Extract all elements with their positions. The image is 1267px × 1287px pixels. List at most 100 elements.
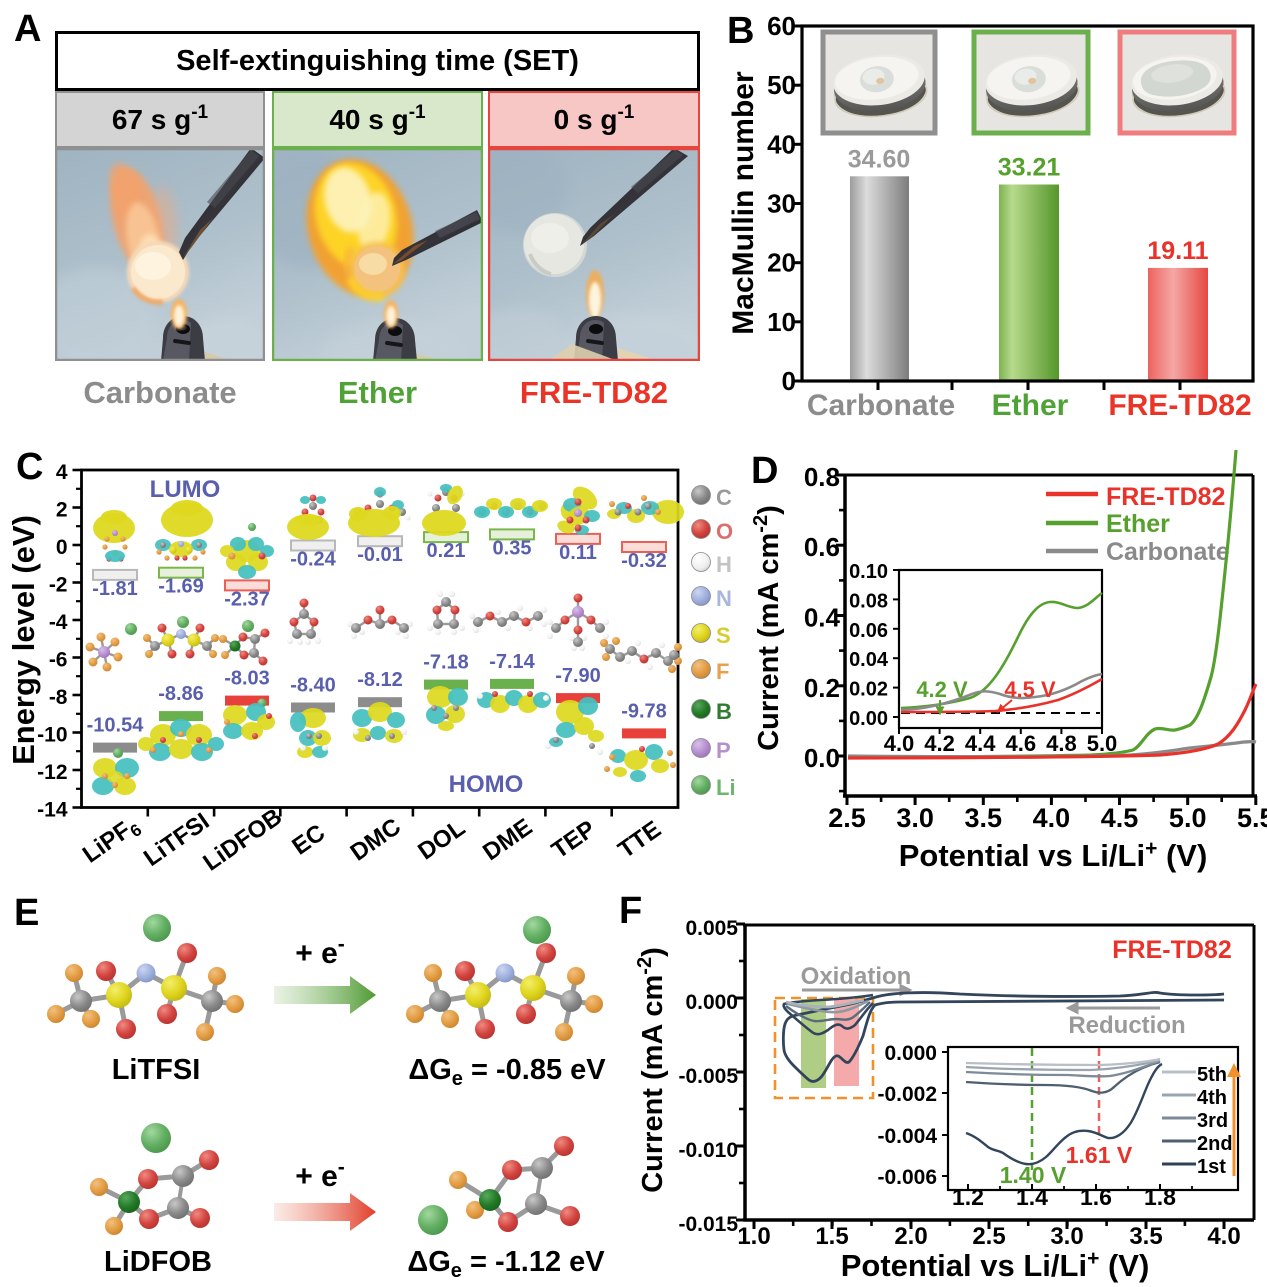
svg-text:3.5: 3.5 xyxy=(965,803,1003,833)
svg-text:P: P xyxy=(716,738,731,763)
svg-text:-0.01: -0.01 xyxy=(357,544,403,566)
svg-text:-0.004: -0.004 xyxy=(877,1125,937,1148)
svg-text:+ e-: + e- xyxy=(295,933,345,970)
svg-text:1.40 V: 1.40 V xyxy=(1000,1162,1067,1188)
svg-text:4.2: 4.2 xyxy=(924,731,955,756)
svg-text:5.0: 5.0 xyxy=(1087,731,1118,756)
svg-text:3.0: 3.0 xyxy=(1050,1223,1083,1250)
svg-text:-0.006: -0.006 xyxy=(877,1166,937,1189)
svg-text:1.6: 1.6 xyxy=(1080,1184,1112,1210)
svg-text:-10.54: -10.54 xyxy=(87,715,145,737)
svg-text:2nd: 2nd xyxy=(1197,1133,1233,1155)
svg-text:-0.005: -0.005 xyxy=(678,1065,738,1088)
svg-text:0.005: 0.005 xyxy=(685,917,738,940)
svg-text:FRE-TD82: FRE-TD82 xyxy=(1108,389,1251,422)
svg-text:4.2 V: 4.2 V xyxy=(916,677,968,702)
svg-text:Reduction: Reduction xyxy=(1068,1012,1185,1039)
svg-text:33.21: 33.21 xyxy=(998,154,1061,182)
svg-text:0.0: 0.0 xyxy=(804,743,840,773)
svg-text:FRE-TD82: FRE-TD82 xyxy=(1106,483,1225,511)
svg-text:TEP: TEP xyxy=(547,815,601,864)
svg-text:0.000: 0.000 xyxy=(685,991,738,1014)
svg-text:0.04: 0.04 xyxy=(849,649,889,671)
svg-text:2.0: 2.0 xyxy=(894,1223,927,1250)
svg-text:0: 0 xyxy=(56,536,68,559)
svg-text:2.5: 2.5 xyxy=(972,1223,1005,1250)
svg-text:Potential vs Li/Li+ (V): Potential vs Li/Li+ (V) xyxy=(841,1247,1150,1283)
svg-text:4.5 V: 4.5 V xyxy=(1004,677,1056,702)
svg-text:3.0: 3.0 xyxy=(896,803,934,833)
svg-text:50: 50 xyxy=(767,70,796,100)
svg-text:1.8: 1.8 xyxy=(1144,1184,1176,1210)
svg-text:5.5: 5.5 xyxy=(1237,803,1267,833)
svg-text:-2.37: -2.37 xyxy=(224,588,270,610)
svg-text:Ether: Ether xyxy=(992,389,1069,422)
svg-text:0.6: 0.6 xyxy=(804,532,840,562)
svg-text:-0.010: -0.010 xyxy=(678,1139,738,1162)
svg-text:2.5: 2.5 xyxy=(828,803,866,833)
svg-text:LiDFOB: LiDFOB xyxy=(104,1246,212,1278)
svg-text:0.00: 0.00 xyxy=(849,708,888,730)
svg-text:Energy level (eV): Energy level (eV) xyxy=(6,515,41,765)
svg-text:MacMullin number: MacMullin number xyxy=(727,71,760,335)
svg-text:F: F xyxy=(716,659,729,684)
svg-text:-4: -4 xyxy=(49,611,68,634)
svg-text:4th: 4th xyxy=(1197,1087,1227,1109)
svg-text:-14: -14 xyxy=(37,799,68,822)
svg-text:10: 10 xyxy=(767,307,796,337)
svg-text:1.4: 1.4 xyxy=(1016,1184,1048,1210)
svg-text:LUMO: LUMO xyxy=(150,476,221,503)
svg-text:-7.14: -7.14 xyxy=(489,651,535,673)
svg-text:0.06: 0.06 xyxy=(849,620,888,642)
svg-text:0: 0 xyxy=(782,366,796,396)
svg-text:Oxidation: Oxidation xyxy=(801,963,912,990)
svg-text:4.8: 4.8 xyxy=(1046,731,1077,756)
svg-text:5th: 5th xyxy=(1197,1064,1227,1086)
svg-text:0.8: 0.8 xyxy=(804,462,840,492)
svg-text:+ e-: + e- xyxy=(295,1156,345,1193)
svg-text:4.5: 4.5 xyxy=(1101,803,1139,833)
svg-text:-8: -8 xyxy=(49,686,68,709)
svg-text:EC: EC xyxy=(287,819,330,860)
svg-text:Current (mA cm-2): Current (mA cm-2) xyxy=(634,947,669,1193)
svg-text:TTE: TTE xyxy=(613,816,666,864)
svg-text:H: H xyxy=(716,552,732,577)
svg-text:4.0: 4.0 xyxy=(1207,1223,1240,1250)
svg-text:Carbonate: Carbonate xyxy=(807,389,955,422)
svg-text:DMC: DMC xyxy=(346,813,406,866)
svg-text:4.6: 4.6 xyxy=(1006,731,1037,756)
svg-text:FRE-TD82: FRE-TD82 xyxy=(1112,936,1231,964)
svg-text:-6: -6 xyxy=(49,649,68,672)
svg-text:0.21: 0.21 xyxy=(427,540,466,562)
svg-text:1.0: 1.0 xyxy=(737,1223,770,1250)
svg-text:0.000: 0.000 xyxy=(884,1042,937,1065)
svg-text:0.11: 0.11 xyxy=(559,542,597,564)
svg-text:0.4: 0.4 xyxy=(804,603,841,633)
svg-text:0.10: 0.10 xyxy=(849,561,888,583)
svg-text:-1.69: -1.69 xyxy=(158,576,204,598)
svg-text:Li: Li xyxy=(716,775,736,800)
svg-text:5.0: 5.0 xyxy=(1169,803,1207,833)
svg-text:34.60: 34.60 xyxy=(848,145,911,173)
svg-text:-9.78: -9.78 xyxy=(621,700,667,722)
svg-text:S: S xyxy=(716,623,731,648)
svg-text:Current (mA cm-2): Current (mA cm-2) xyxy=(750,505,785,751)
svg-text:N: N xyxy=(716,586,732,611)
svg-text:-0.32: -0.32 xyxy=(621,550,667,572)
svg-text:LiDFOB: LiDFOB xyxy=(198,803,287,876)
svg-text:HOMO: HOMO xyxy=(449,771,524,798)
svg-text:-10: -10 xyxy=(37,724,67,747)
svg-text:3.5: 3.5 xyxy=(1129,1223,1162,1250)
svg-text:2: 2 xyxy=(56,499,68,522)
svg-text:0.08: 0.08 xyxy=(849,590,888,612)
svg-text:-1.81: -1.81 xyxy=(92,578,138,600)
svg-text:B: B xyxy=(716,699,732,724)
svg-text:4.0: 4.0 xyxy=(1033,803,1071,833)
svg-text:60: 60 xyxy=(767,11,796,41)
svg-text:DOL: DOL xyxy=(413,814,470,865)
svg-text:30: 30 xyxy=(767,189,796,219)
svg-text:1.61 V: 1.61 V xyxy=(1066,1142,1133,1168)
svg-text:-2: -2 xyxy=(49,574,68,597)
svg-text:-8.86: -8.86 xyxy=(158,683,204,705)
svg-text:3rd: 3rd xyxy=(1197,1110,1228,1132)
